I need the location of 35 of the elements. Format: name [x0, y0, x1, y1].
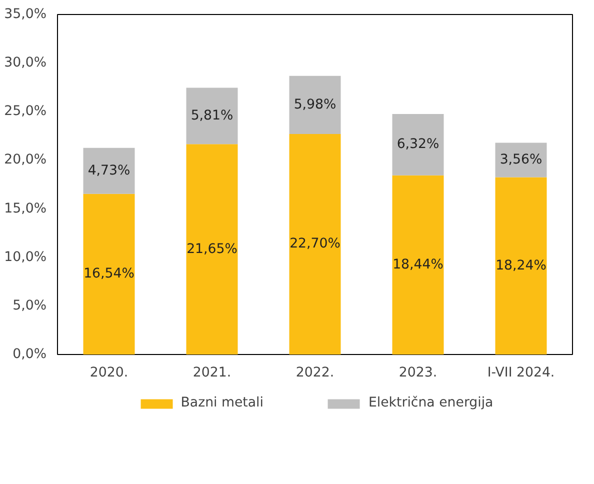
- data-label: 3,56%: [500, 152, 542, 168]
- bar: [83, 148, 135, 194]
- bar: [392, 175, 444, 354]
- bar: [289, 76, 341, 134]
- x-tick-label: 2022.: [296, 366, 334, 380]
- bar: [186, 144, 238, 354]
- data-label: 4,73%: [88, 163, 130, 178]
- y-tick-label: 0,0%: [12, 347, 47, 362]
- x-tick-label: 2020.: [90, 366, 128, 380]
- bar: [392, 114, 444, 176]
- y-tick-label: 15,0%: [4, 201, 47, 216]
- legend-label: Električna energija: [368, 396, 494, 410]
- data-label: 5,98%: [294, 97, 336, 112]
- y-tick-label: 5,0%: [12, 298, 47, 314]
- bar: [495, 142, 547, 178]
- data-label: 18,44%: [392, 257, 444, 272]
- bar: [289, 134, 341, 354]
- bar: [83, 194, 135, 354]
- data-label: 18,24%: [496, 258, 546, 274]
- bar: [186, 88, 238, 144]
- x-tick-label: 2021.: [192, 366, 232, 380]
- y-tick-label: 30,0%: [4, 56, 47, 71]
- data-label: 6,32%: [396, 137, 440, 152]
- y-tick-label: 35,0%: [4, 7, 47, 22]
- legend-label: Bazni metali: [180, 396, 264, 410]
- y-tick-label: 10,0%: [4, 250, 47, 265]
- data-label: 21,65%: [186, 242, 238, 257]
- data-label: 16,54%: [84, 266, 134, 282]
- data-label: 22,70%: [290, 236, 340, 252]
- data-label: 5,81%: [190, 108, 234, 124]
- x-tick-label: 2023.: [398, 366, 438, 380]
- x-tick-label: I-VII 2024.: [487, 366, 555, 380]
- y-tick-label: 25,0%: [4, 104, 47, 120]
- y-tick-label: 20,0%: [4, 152, 47, 168]
- bar: [495, 177, 547, 354]
